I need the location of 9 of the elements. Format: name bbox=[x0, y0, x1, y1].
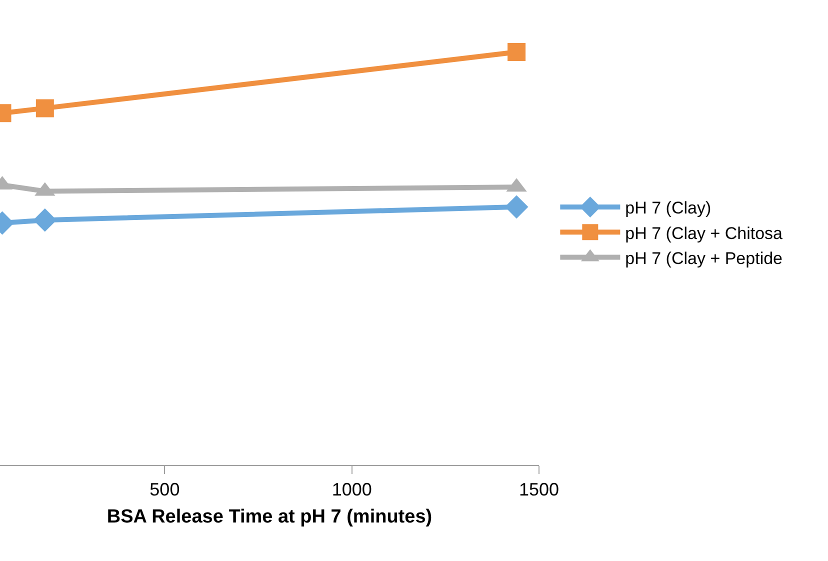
legend-label: pH 7 (Clay + Peptide bbox=[625, 248, 783, 268]
x-tick-label: 500 bbox=[150, 480, 180, 500]
point bbox=[504, 195, 528, 219]
point bbox=[508, 43, 526, 62]
x-axis-title: BSA Release Time at pH 7 (minutes) bbox=[106, 506, 432, 528]
legend-label: pH 7 (Clay + Chitosa bbox=[625, 224, 784, 243]
x-tick-label: 1000 bbox=[332, 480, 372, 500]
legend-label: pH 7 (Clay) bbox=[625, 198, 712, 218]
x-tick-label: 1500 bbox=[518, 480, 560, 500]
